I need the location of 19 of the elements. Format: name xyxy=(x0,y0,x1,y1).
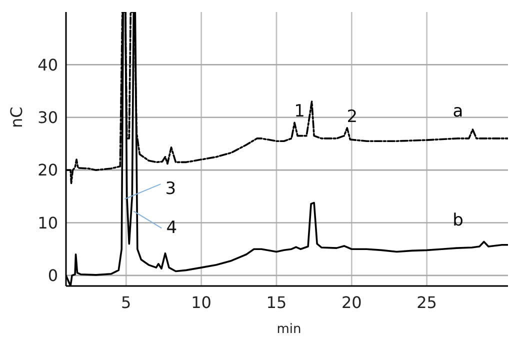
series-label: b xyxy=(452,210,464,230)
annotation: 3 xyxy=(165,179,176,200)
y-tick-label: 20 xyxy=(38,160,58,180)
y-axis-title: nC xyxy=(7,106,26,128)
annotation: 2 xyxy=(346,106,358,127)
annotation: 4 xyxy=(166,218,178,238)
x-tick-label: 5 xyxy=(121,293,132,312)
x-axis-title: min xyxy=(276,322,302,337)
y-tick-label: 40 xyxy=(38,55,58,74)
x-tick-label: 10 xyxy=(191,293,212,312)
y-tick-label: 10 xyxy=(38,213,58,232)
x-tick-label: 20 xyxy=(341,293,362,312)
x-tick-label: 25 xyxy=(416,293,437,312)
x-tick-label: 15 xyxy=(266,293,287,312)
series-label: a xyxy=(452,101,464,122)
annotation: 1 xyxy=(294,102,305,122)
y-tick-label: 0 xyxy=(48,266,58,286)
y-tick-label: 30 xyxy=(38,108,58,127)
line-series xyxy=(66,12,508,286)
